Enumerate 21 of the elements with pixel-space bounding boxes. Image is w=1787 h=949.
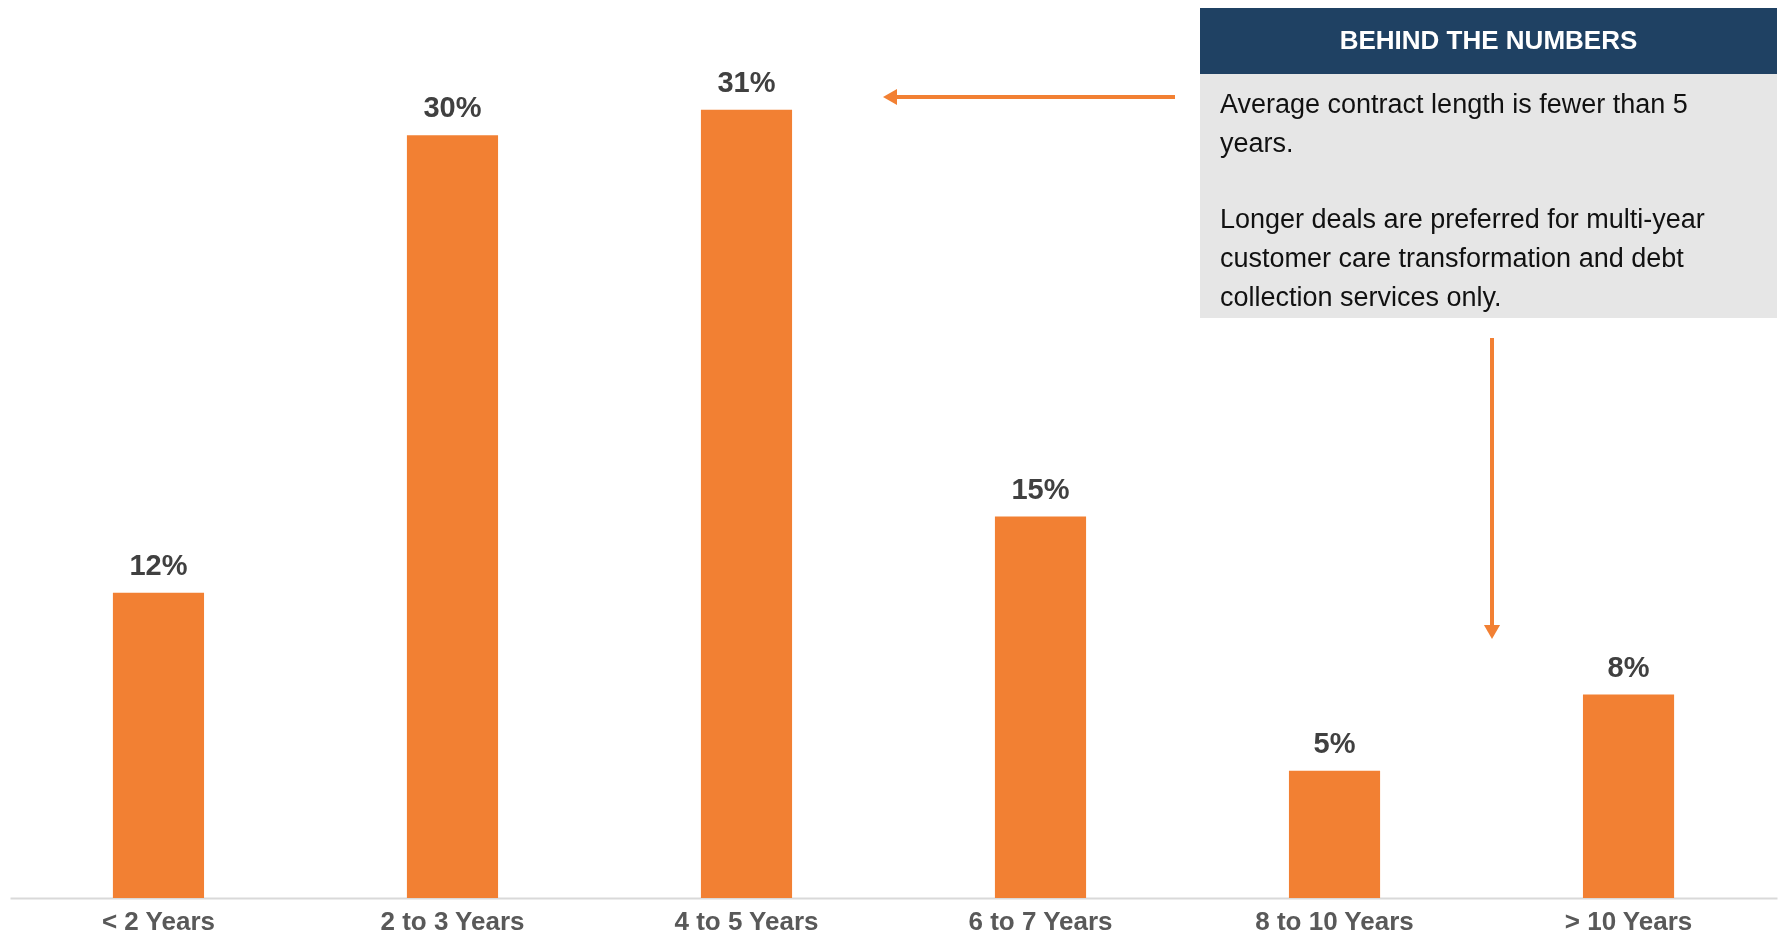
bar	[1288, 770, 1381, 898]
x-tick-label: > 10 Years	[1564, 905, 1693, 936]
data-label: 8%	[1607, 650, 1650, 683]
x-tick-label: 2 to 3 Years	[380, 905, 525, 936]
data-label: 12%	[129, 548, 188, 581]
annotation: Longer deals are preferred for multi-year customer care transformation and debt collection services only.	[1220, 204, 1705, 312]
bar	[1582, 694, 1675, 898]
bar	[994, 516, 1087, 898]
bar	[406, 135, 499, 898]
x-tick-label: 8 to 10 Years	[1255, 905, 1414, 936]
x-tick-label: < 2 Years	[101, 905, 215, 936]
annotation: Average contract length is fewer than 5 years.	[1220, 89, 1688, 158]
x-tick-label: 4 to 5 Years	[674, 905, 819, 936]
x-tick-label: 6 to 7 Years	[968, 905, 1113, 936]
data-label: 15%	[1011, 472, 1070, 505]
data-label: 5%	[1313, 726, 1356, 759]
bar	[112, 592, 205, 898]
data-label: 30%	[423, 91, 482, 124]
bar	[700, 109, 793, 898]
data-label: 31%	[717, 65, 776, 98]
text: BEHIND THE NUMBERS	[1339, 25, 1638, 55]
